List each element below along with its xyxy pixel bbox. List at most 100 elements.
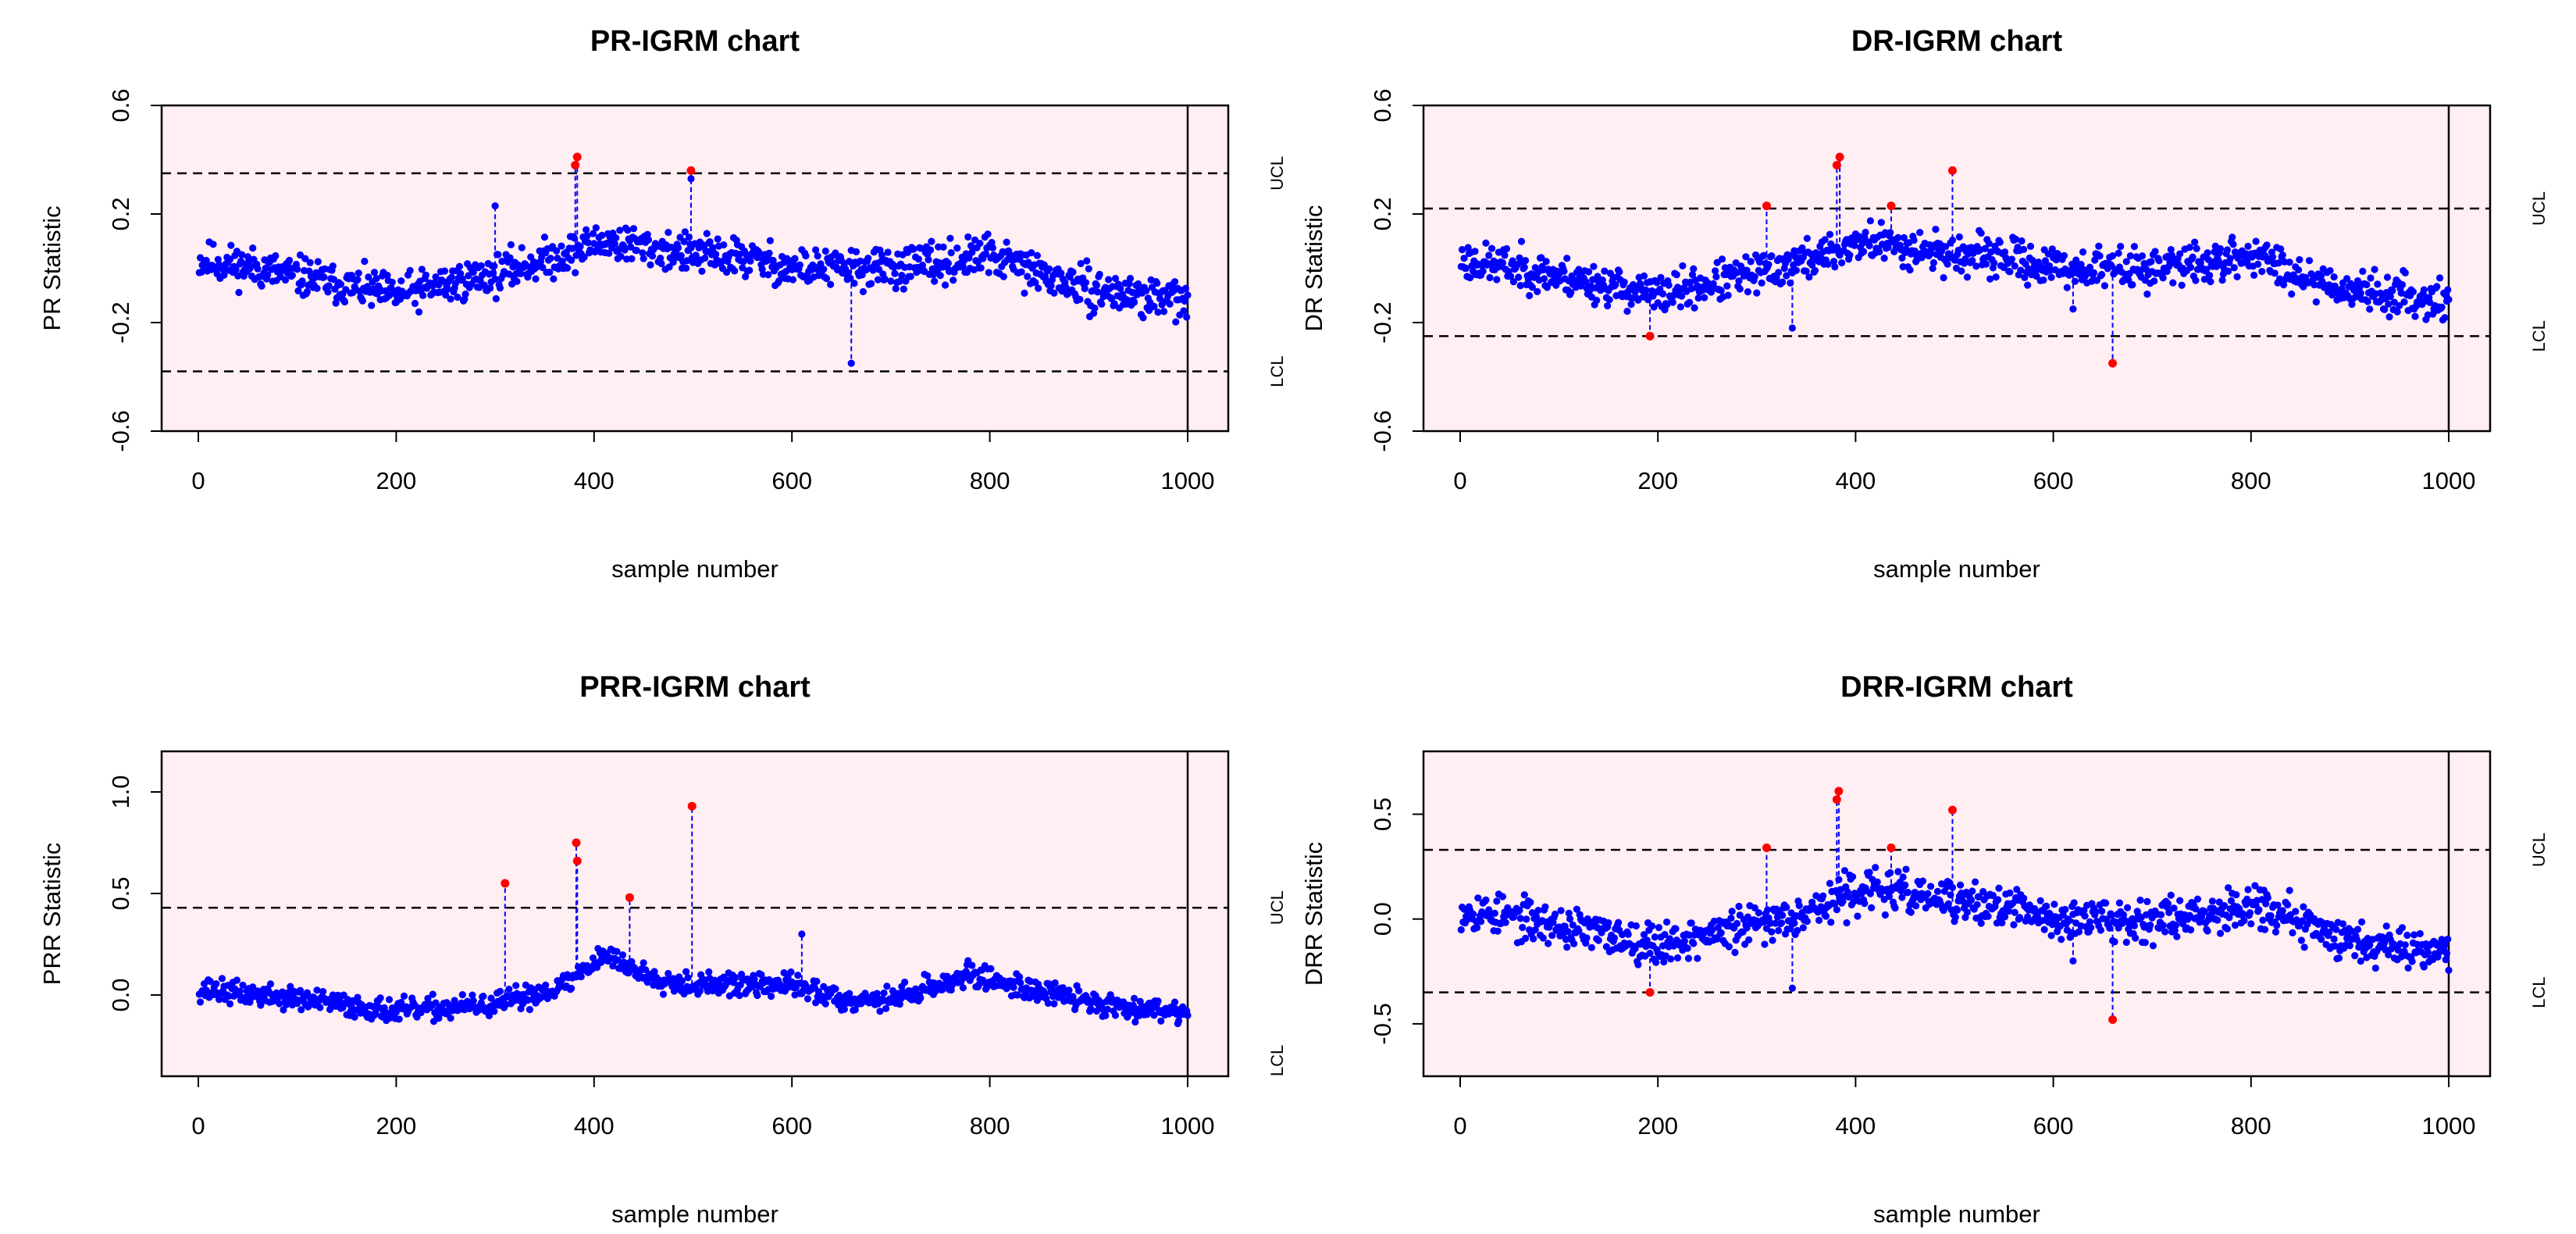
x-tick-label: 800: [970, 1112, 1010, 1139]
data-point: [917, 994, 925, 1002]
plot-frame: [160, 750, 1230, 1078]
data-point: [1583, 934, 1591, 942]
data-point: [1826, 230, 1834, 238]
data-point: [1160, 308, 1168, 316]
data-point: [2098, 270, 2106, 279]
data-point: [2208, 897, 2217, 905]
data-point: [1701, 294, 1708, 301]
data-point: [2132, 934, 2140, 942]
data-point: [2077, 261, 2085, 269]
data-point: [1502, 918, 1509, 926]
data-point: [505, 986, 513, 993]
data-point: [2442, 950, 2451, 958]
data-point: [650, 968, 658, 975]
data-point: [1718, 255, 1726, 263]
data-point: [1548, 932, 1556, 940]
data-point: [1811, 266, 1819, 274]
data-point: [1092, 281, 1101, 289]
data-point: [2170, 904, 2178, 912]
data-point: [644, 236, 653, 244]
data-point: [2240, 917, 2248, 925]
data-point: [440, 267, 449, 275]
data-point: [1972, 262, 1980, 270]
data-point: [1534, 287, 1541, 295]
data-point: [2227, 897, 2236, 904]
data-point: [2385, 300, 2393, 308]
data-point: [1493, 276, 1501, 284]
data-point: [1563, 255, 1571, 262]
data-point: [1154, 997, 1162, 1005]
data-point: [696, 987, 704, 995]
data-point: [1520, 263, 1528, 271]
data-point: [583, 232, 591, 240]
data-point: [234, 272, 242, 280]
data-point: [1932, 226, 1940, 234]
data-point: [1502, 244, 1511, 253]
data-point: [2286, 259, 2293, 266]
data-point: [2382, 922, 2390, 930]
data-point: [1910, 237, 1918, 244]
data-point: [769, 256, 777, 265]
data-point: [257, 1001, 265, 1009]
data-point: [444, 285, 451, 293]
data-point: [2343, 275, 2351, 283]
data-point: [2267, 911, 2275, 920]
data-point: [2024, 281, 2032, 289]
data-point: [1795, 901, 1803, 910]
y-tick-label: -0.5: [1369, 1003, 1396, 1044]
chart-title: DRR-IGRM chart: [1840, 671, 2073, 704]
data-point: [294, 266, 301, 273]
data-point: [492, 294, 500, 303]
data-point: [2396, 301, 2403, 309]
data-point: [1785, 251, 1794, 259]
data-point: [1688, 271, 1697, 279]
data-point: [2252, 237, 2260, 245]
data-point: [447, 273, 455, 281]
data-point: [1657, 273, 1665, 281]
data-point: [216, 996, 223, 1004]
data-point: [2216, 244, 2225, 253]
data-point: [1491, 909, 1498, 917]
data-point: [1900, 234, 1908, 242]
data-point: [1021, 289, 1028, 297]
data-point: [1673, 271, 1680, 279]
data-point: [614, 956, 622, 964]
data-point: [1824, 260, 1832, 268]
data-point: [632, 247, 640, 255]
alarm-point: [572, 856, 582, 865]
data-point: [802, 251, 810, 260]
data-point: [1865, 868, 1873, 876]
data-point: [1024, 273, 1031, 280]
data-point: [2189, 253, 2197, 261]
data-point: [1745, 936, 1753, 943]
data-point: [1640, 931, 1648, 939]
data-point: [1569, 921, 1577, 929]
data-point: [550, 275, 558, 283]
data-point: [226, 255, 234, 263]
data-point: [477, 262, 485, 269]
data-point: [2299, 917, 2307, 925]
data-point: [1610, 934, 1619, 942]
data-point: [218, 975, 226, 983]
data-point: [212, 980, 220, 988]
data-point: [1565, 909, 1573, 917]
data-point: [2129, 280, 2136, 289]
data-point: [1969, 257, 1976, 265]
data-point: [361, 257, 369, 266]
data-point: [1885, 893, 1894, 901]
data-point: [2364, 298, 2371, 305]
data-point: [2039, 917, 2047, 925]
data-point: [764, 271, 772, 279]
data-point: [233, 976, 241, 984]
data-point: [1977, 229, 1985, 237]
data-point: [2346, 942, 2353, 950]
data-point: [682, 968, 690, 975]
data-point: [1803, 918, 1811, 926]
data-point: [2086, 918, 2094, 926]
data-point: [732, 974, 739, 982]
data-point: [796, 261, 803, 269]
data-point: [1642, 286, 1650, 294]
data-point: [984, 230, 992, 238]
data-point: [682, 264, 690, 272]
data-point: [1942, 243, 1950, 251]
